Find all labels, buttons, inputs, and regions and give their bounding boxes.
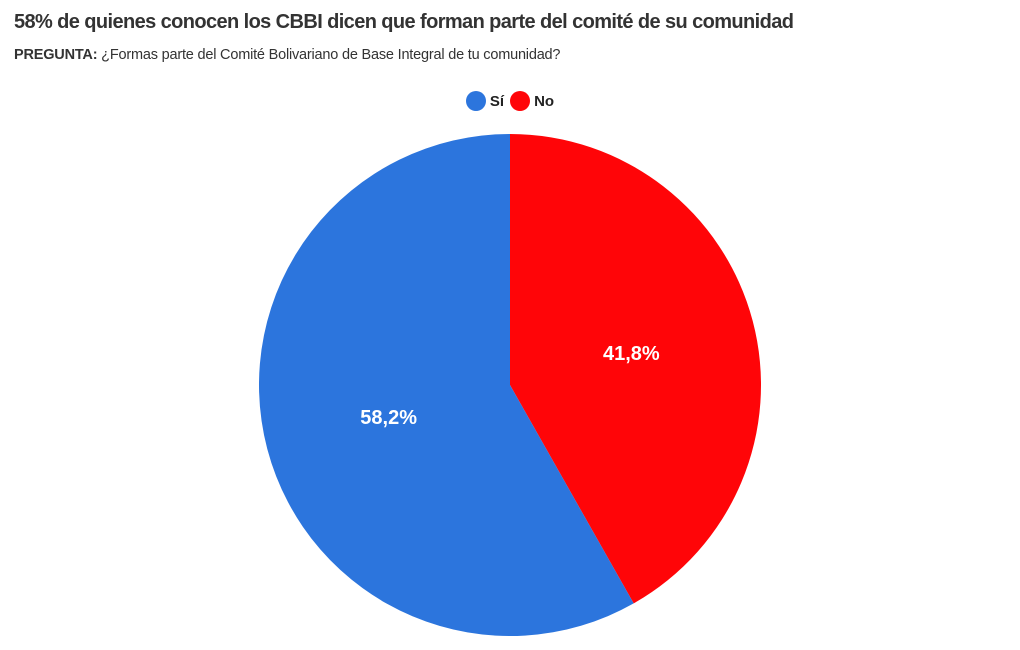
legend-item-no[interactable]: No (510, 91, 554, 111)
pie-slice-no[interactable] (510, 134, 762, 604)
legend-swatch-no (510, 91, 531, 111)
subtitle-question: ¿Formas parte del Comité Bolivariano de … (101, 47, 561, 63)
legend: Sí No (0, 91, 1020, 111)
legend-item-si[interactable]: Sí (465, 91, 505, 111)
pie-slice-si[interactable] (259, 133, 634, 636)
chart-subtitle: PREGUNTA: ¿Formas parte del Comité Boliv… (14, 47, 560, 63)
legend-label-no: No (534, 92, 555, 110)
subtitle-prefix: PREGUNTA: (14, 47, 98, 63)
chart-title: 58% de quienes conocen los CBBI dicen qu… (14, 11, 794, 33)
legend-label-si: Sí (489, 92, 505, 110)
legend-swatch-si (465, 91, 486, 111)
data-label-no: 41,8% (603, 343, 660, 365)
data-label-si: 58,2% (360, 407, 417, 429)
